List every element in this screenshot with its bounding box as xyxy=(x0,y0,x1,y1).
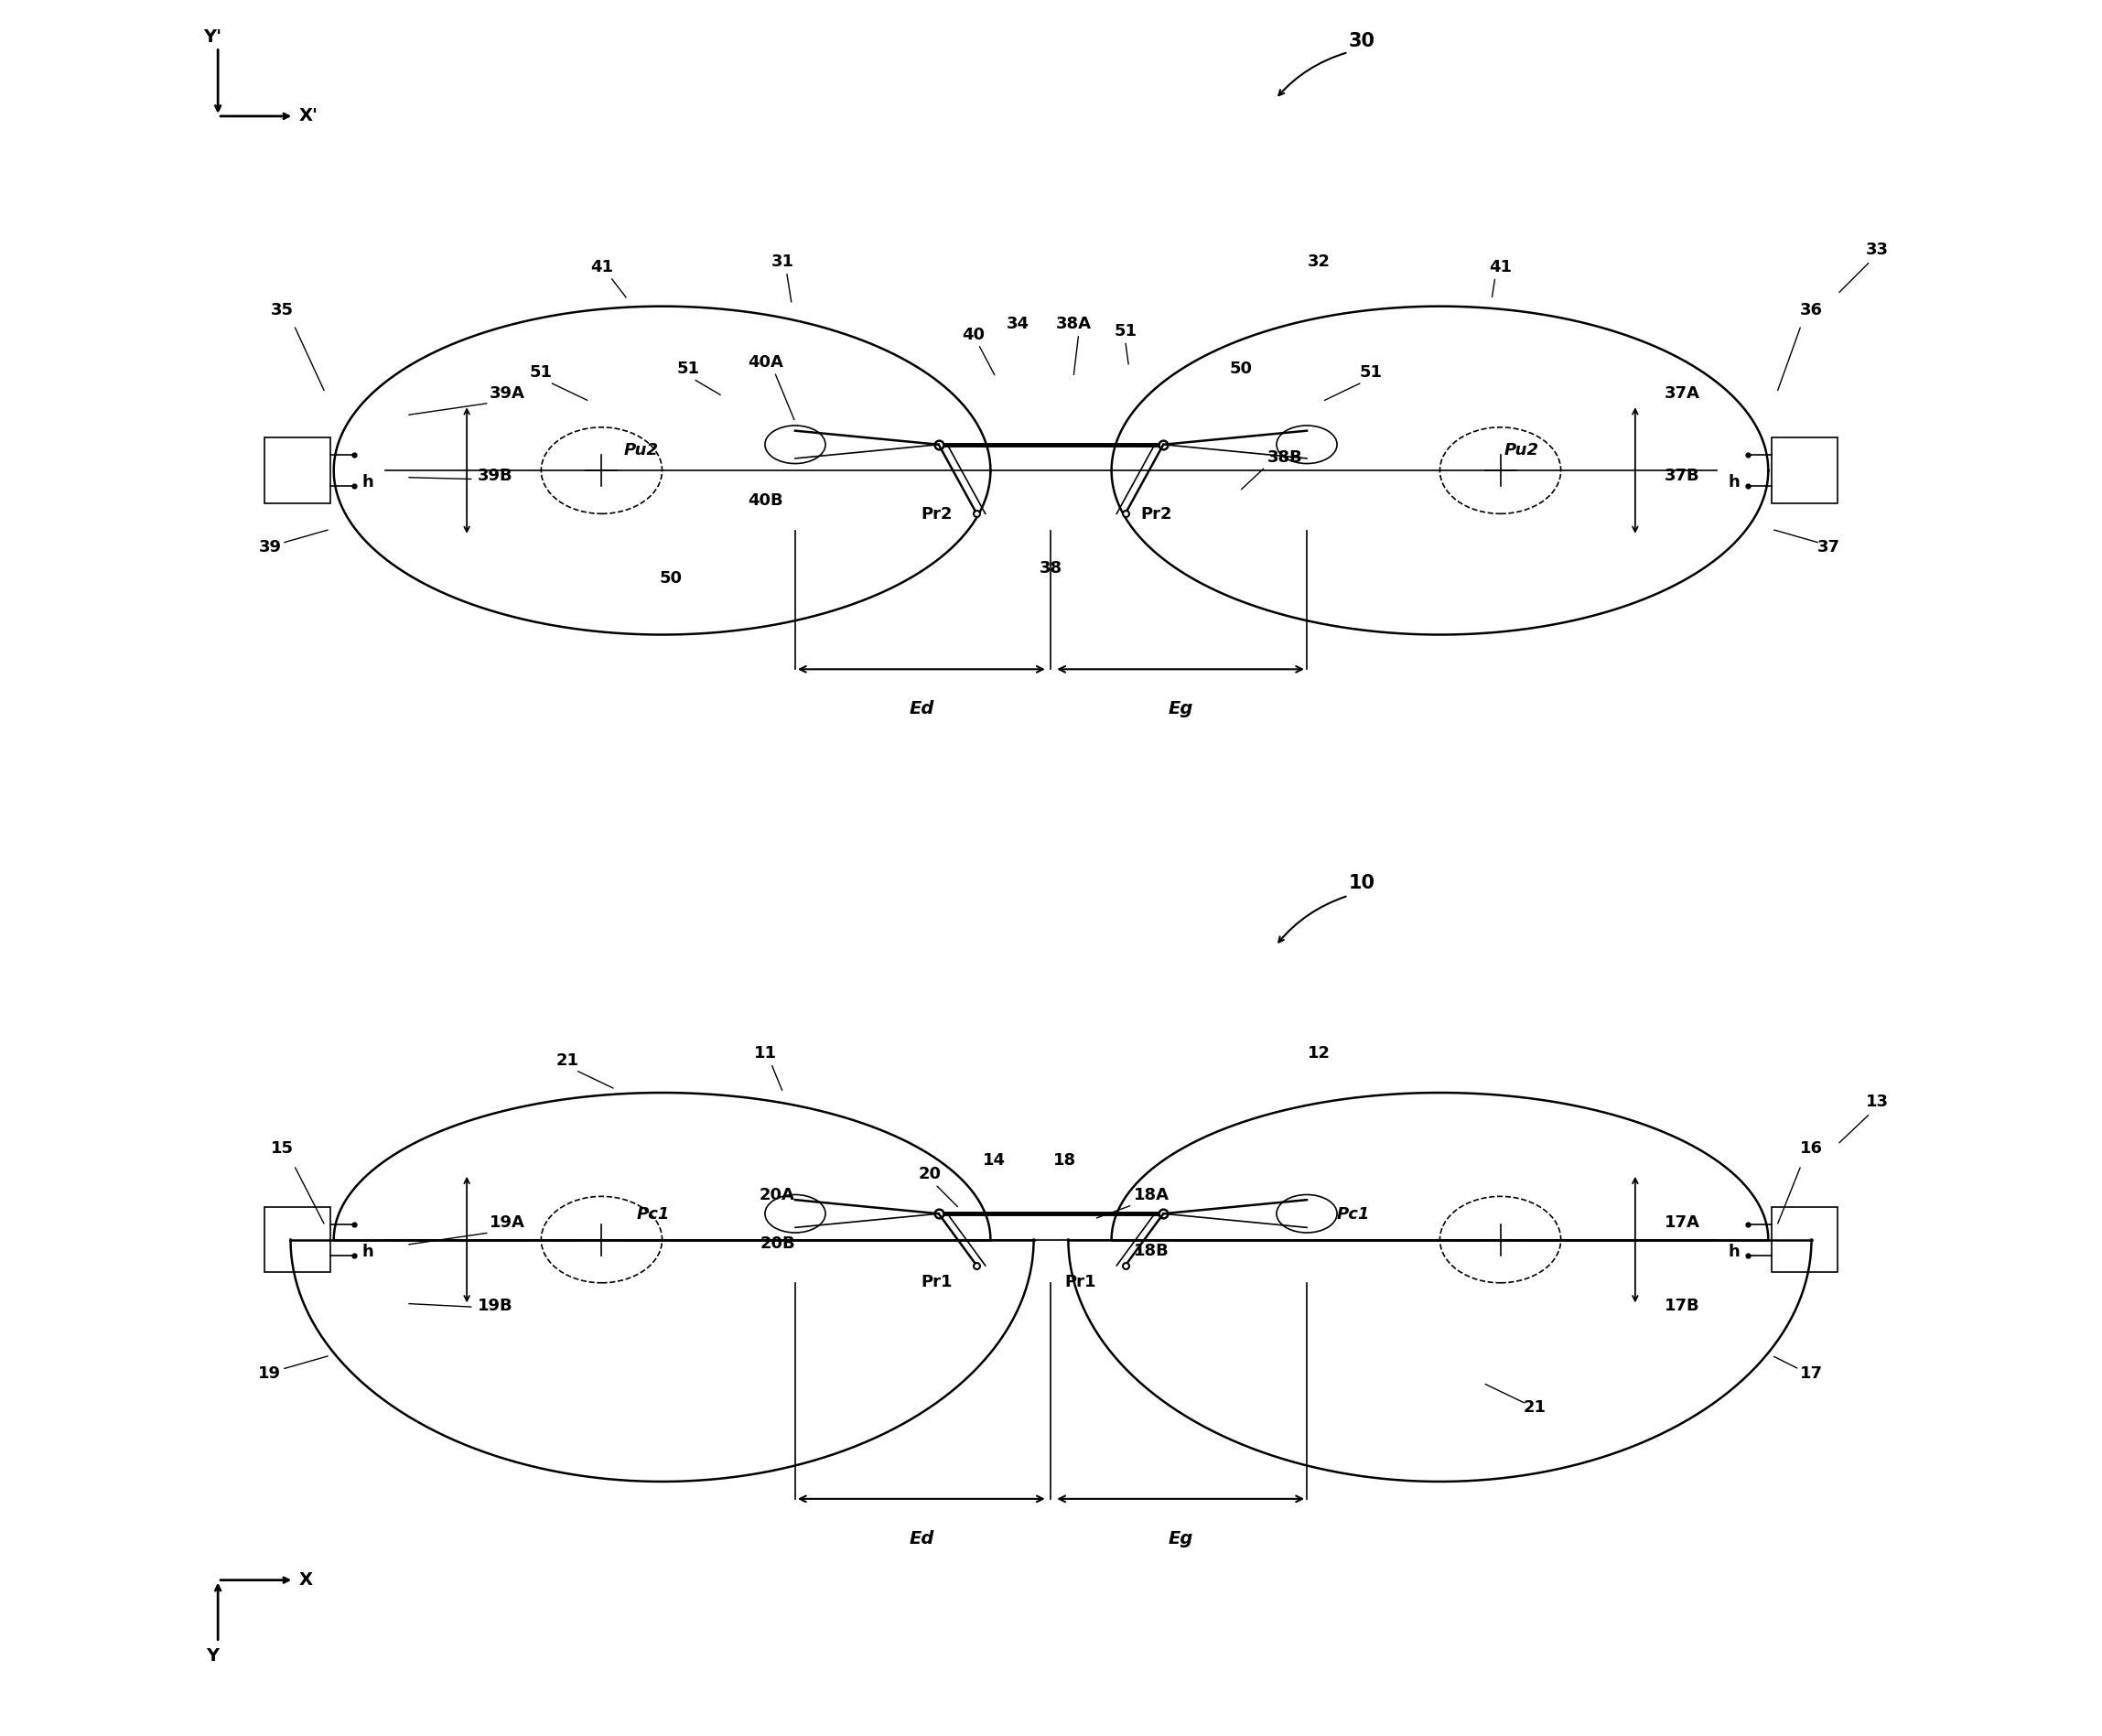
Text: 37A: 37A xyxy=(1665,385,1701,401)
Text: Pc1: Pc1 xyxy=(1337,1207,1371,1222)
Text: 14: 14 xyxy=(982,1153,1005,1168)
Text: Ed: Ed xyxy=(908,1529,933,1547)
Text: Eg: Eg xyxy=(1169,700,1194,717)
Text: Ed: Ed xyxy=(908,700,933,717)
Text: 41: 41 xyxy=(1488,259,1511,276)
Text: 39: 39 xyxy=(259,538,282,556)
Text: Pr1: Pr1 xyxy=(1066,1274,1097,1290)
Text: 38: 38 xyxy=(1040,559,1062,576)
Text: 17A: 17A xyxy=(1665,1215,1701,1231)
Text: Y: Y xyxy=(206,1647,219,1665)
Text: Pu2: Pu2 xyxy=(1503,443,1539,458)
Text: 17B: 17B xyxy=(1665,1297,1701,1314)
Text: 31: 31 xyxy=(771,253,795,271)
Text: 21: 21 xyxy=(1524,1399,1547,1417)
Text: 51: 51 xyxy=(530,365,553,380)
Text: 50: 50 xyxy=(1230,361,1253,377)
Text: 21: 21 xyxy=(555,1052,578,1069)
Text: 40A: 40A xyxy=(748,354,784,370)
Text: Pr2: Pr2 xyxy=(921,507,952,523)
Text: 35: 35 xyxy=(271,302,294,319)
Text: Pu2: Pu2 xyxy=(624,443,658,458)
Text: Eg: Eg xyxy=(1169,1529,1194,1547)
Text: Pr1: Pr1 xyxy=(921,1274,952,1290)
Text: 32: 32 xyxy=(1307,253,1331,271)
Text: 38A: 38A xyxy=(1055,316,1091,332)
Text: 20B: 20B xyxy=(759,1236,795,1252)
Text: 20A: 20A xyxy=(759,1187,795,1203)
Text: 18A: 18A xyxy=(1133,1187,1169,1203)
Text: 18: 18 xyxy=(1053,1153,1076,1168)
Text: 37: 37 xyxy=(1818,538,1839,556)
Text: Pc1: Pc1 xyxy=(637,1207,671,1222)
Text: 19B: 19B xyxy=(477,1297,513,1314)
Text: Pr2: Pr2 xyxy=(1141,507,1173,523)
Text: 40: 40 xyxy=(963,326,984,342)
Text: X': X' xyxy=(298,108,317,125)
Text: 19A: 19A xyxy=(490,1215,526,1231)
Text: 12: 12 xyxy=(1307,1045,1331,1062)
Bar xyxy=(1772,437,1837,503)
Text: 41: 41 xyxy=(591,259,614,276)
Text: 39B: 39B xyxy=(477,469,513,484)
Text: 36: 36 xyxy=(1799,302,1822,319)
Text: 19: 19 xyxy=(259,1364,282,1382)
Text: h: h xyxy=(362,1243,374,1260)
Bar xyxy=(265,1207,330,1272)
Text: 51: 51 xyxy=(1360,365,1383,380)
Text: 50: 50 xyxy=(660,569,683,587)
Text: Y': Y' xyxy=(204,28,223,45)
Text: 20: 20 xyxy=(919,1167,942,1182)
Text: 15: 15 xyxy=(271,1141,294,1156)
Text: 40B: 40B xyxy=(748,493,784,509)
Bar xyxy=(1772,1207,1837,1272)
Text: h: h xyxy=(362,474,374,491)
Text: 18B: 18B xyxy=(1133,1243,1169,1259)
Text: 33: 33 xyxy=(1867,241,1888,259)
Text: 30: 30 xyxy=(1349,33,1375,50)
Text: 16: 16 xyxy=(1799,1141,1822,1156)
Text: 11: 11 xyxy=(755,1045,778,1062)
Bar xyxy=(265,437,330,503)
Text: 39A: 39A xyxy=(490,385,526,401)
Text: h: h xyxy=(1728,474,1740,491)
Text: 34: 34 xyxy=(1007,316,1030,332)
Text: 51: 51 xyxy=(1114,323,1137,339)
Text: 37B: 37B xyxy=(1665,469,1701,484)
Text: 51: 51 xyxy=(677,361,700,377)
Text: 10: 10 xyxy=(1349,875,1375,892)
Text: X: X xyxy=(298,1571,313,1588)
Text: h: h xyxy=(1728,1243,1740,1260)
Text: 13: 13 xyxy=(1867,1094,1888,1111)
Text: 38B: 38B xyxy=(1268,450,1303,465)
Text: 17: 17 xyxy=(1799,1364,1822,1382)
